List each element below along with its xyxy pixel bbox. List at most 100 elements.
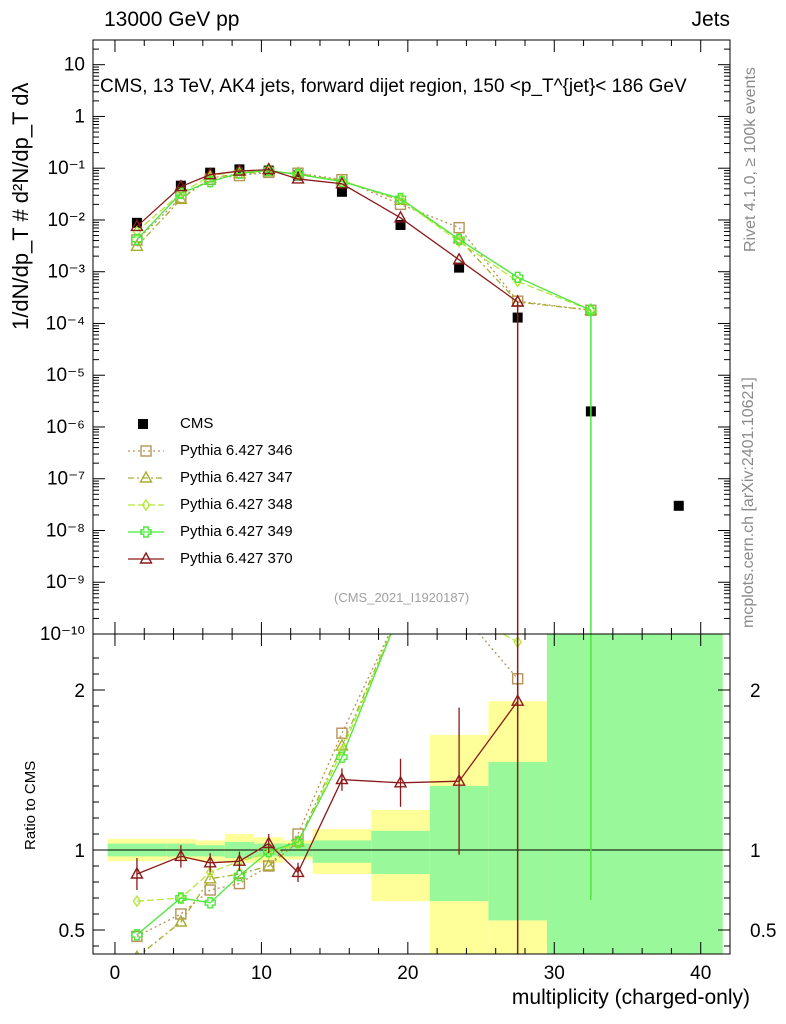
series-line: [136, 168, 519, 303]
ratio-point: [263, 845, 275, 858]
band-green: [546, 634, 723, 954]
cms-data-point: [293, 170, 304, 181]
series-point: [394, 192, 407, 205]
ratio-point: [134, 949, 140, 954]
ratio-point: [205, 866, 215, 879]
y-tick-label: 10⁻⁵: [46, 365, 85, 386]
cms-data-point: [175, 180, 186, 191]
legend-symbol: [140, 444, 152, 457]
cms-data-point: [454, 262, 465, 273]
series-point: [130, 218, 144, 232]
y-tick-label: 10⁻⁹: [46, 572, 85, 593]
ratio-point: [335, 772, 349, 785]
ratio-uncertainty-bands: [107, 634, 723, 954]
legend-symbol: [139, 551, 153, 564]
x-tick-label: 20: [397, 963, 418, 984]
ratio-point: [233, 869, 246, 882]
y-tick-label: 10⁻⁸: [46, 520, 85, 541]
series-point: [204, 175, 216, 188]
legend-marker-346: [128, 444, 164, 457]
series-point: [585, 304, 597, 316]
legend-marker-349: [128, 525, 164, 538]
ratio-point: [204, 897, 216, 909]
ratio-point: [175, 892, 187, 904]
legend-symbol: [139, 470, 153, 483]
y-tick-label: 10⁻¹⁰: [40, 624, 85, 645]
y-tick-label: 1: [74, 106, 85, 127]
x-tick-label: 0: [110, 963, 121, 984]
main-plot-series: [130, 162, 684, 634]
ratio-point: [131, 929, 143, 941]
x-tick-label: 10: [251, 963, 272, 984]
axes: 10110⁻¹10⁻²10⁻³10⁻⁴10⁻⁵10⁻⁶10⁻⁷10⁻⁸10⁻⁹1…: [40, 39, 776, 984]
ratio-point: [336, 751, 348, 763]
ratio-point: [454, 605, 464, 615]
legend-label: Pythia 6.427 348: [180, 496, 293, 513]
legend-item-347: Pythia 6.427 347: [122, 464, 293, 491]
ratio-point: [262, 836, 276, 849]
legend-item-370: Pythia 6.427 370: [122, 545, 293, 572]
series-line: [136, 171, 591, 311]
ratio-plot-series: [93, 604, 730, 954]
process-label: Jets: [691, 8, 730, 31]
legend: CMS Pythia 6.427 346 Pythia 6.427 347 Py…: [122, 410, 293, 572]
x-axis-label: multiplicity (charged-only): [511, 986, 750, 1009]
ratio-point: [203, 855, 217, 868]
ratio-point: [336, 727, 348, 739]
ratio-point: [397, 605, 404, 615]
ratio-point: [232, 853, 247, 866]
ratio-frame: [92, 633, 731, 955]
ratio-y-tick-label: 2: [74, 681, 85, 702]
legend-item-cms: CMS: [122, 410, 293, 437]
series-point: [130, 238, 144, 251]
ratio-point: [396, 605, 406, 615]
series-point: [393, 210, 408, 223]
ratio-point: [130, 866, 144, 879]
ratio-point: [293, 837, 303, 850]
x-tick-label: 40: [690, 963, 711, 984]
ratio-point: [262, 858, 276, 871]
ratio-point: [264, 846, 274, 860]
x-tick-label: 30: [544, 963, 565, 984]
energy-label: 13000 GeV pp: [104, 8, 240, 31]
ratio-point: [132, 894, 142, 908]
ratio-point: [292, 836, 304, 848]
legend-label: Pythia 6.427 349: [180, 523, 293, 540]
ratio-y-tick-label-right: 1: [750, 841, 761, 862]
ratio-line: [136, 634, 392, 936]
ratio-point: [174, 848, 188, 862]
ratio-y-tick-label-right: 0.5: [750, 921, 776, 942]
ratio-point: [393, 775, 408, 788]
legend-marker-348: [128, 498, 164, 511]
ratio-point: [456, 605, 463, 615]
ratio-point: [396, 605, 406, 615]
legend-marker-347: [128, 470, 164, 483]
cms-data-point: [234, 164, 245, 175]
legend-marker-cms: [138, 418, 148, 429]
y-tick-label: 10⁻³: [48, 262, 86, 283]
legend-label: Pythia 6.427 347: [180, 469, 293, 486]
ratio-point: [291, 864, 305, 878]
y-axis-label-main: 1/dN/dp_T # d²N/dp_T dλ: [8, 83, 33, 330]
series-point: [203, 167, 217, 180]
band-green: [312, 840, 372, 863]
y-tick-label: 10⁻⁶: [46, 417, 85, 438]
series-point: [174, 179, 188, 192]
cms-data-point: [131, 217, 142, 228]
legend-label: CMS: [180, 415, 214, 432]
series-point: [511, 271, 524, 283]
ratio-line: [139, 634, 391, 954]
ratio-point: [395, 604, 406, 614]
series-line: [136, 171, 591, 311]
series-point: [336, 175, 348, 188]
ratio-point: [204, 884, 216, 896]
series-point: [262, 162, 276, 175]
ratio-y-tick-label-right: 2: [750, 681, 761, 702]
series-point: [453, 221, 465, 234]
series-line: [136, 169, 592, 311]
y-axis-label-ratio: Ratio to CMS: [22, 760, 39, 850]
legend-marker-370: [128, 551, 164, 564]
mcplots-label: mcplots.cern.ch [arXiv:2401.10621]: [740, 377, 757, 628]
cms-data-point: [395, 219, 406, 230]
